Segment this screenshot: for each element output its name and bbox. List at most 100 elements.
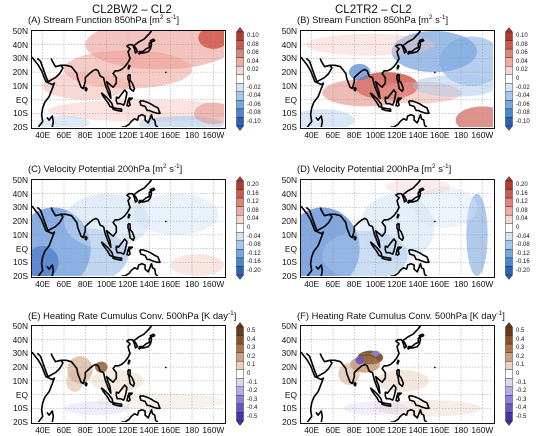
colorbar-tick-label: -0.5 bbox=[516, 413, 527, 420]
panel-unit-bracket: ] bbox=[179, 163, 183, 175]
anomaly-patch bbox=[386, 180, 451, 196]
colorbar-tick-label: 0.02 bbox=[247, 67, 259, 74]
lat-label: EQ bbox=[284, 94, 297, 105]
colorbar-segment bbox=[505, 214, 513, 224]
colorbar-tick-label: 0.4 bbox=[247, 336, 256, 343]
colorbar-tick-label: 0 bbox=[247, 371, 251, 377]
colorbar-segment bbox=[505, 266, 513, 276]
colorbar-segment bbox=[236, 395, 244, 405]
colorbar-d bbox=[505, 176, 514, 280]
lat-label: 20N bbox=[12, 362, 28, 373]
map-canvas bbox=[32, 31, 224, 127]
anomaly-patch bbox=[439, 36, 493, 86]
coastline bbox=[396, 369, 405, 388]
coastline bbox=[406, 333, 425, 350]
panel-title-b: (B) Stream Function 850hPa [m2 s-1] bbox=[297, 14, 448, 25]
panel-unit: m bbox=[155, 163, 163, 175]
coastline bbox=[395, 246, 403, 257]
lon-label: 100E bbox=[96, 130, 117, 140]
coastline bbox=[36, 352, 64, 378]
anomaly-patch bbox=[322, 230, 408, 276]
coastline bbox=[384, 384, 397, 401]
panel-unit: m bbox=[421, 14, 429, 26]
panel-unit-mid: s bbox=[163, 14, 171, 26]
colorbar-tick-label: -0.20 bbox=[516, 267, 530, 274]
colorbar-segment bbox=[236, 189, 244, 199]
panel-title-f: (F) Heating Rate Cumulus Conv. 500hPa [K… bbox=[297, 310, 505, 321]
lon-label: 60E bbox=[325, 425, 341, 435]
panel-unit-bracket: ] bbox=[176, 14, 180, 26]
colorbar-segment bbox=[236, 57, 244, 67]
lat-label: 40N bbox=[281, 188, 297, 199]
lat-label: 10S bbox=[282, 257, 297, 268]
panel-unit-bracket: ] bbox=[233, 310, 237, 322]
colorbar-extend-top bbox=[505, 322, 514, 328]
colorbar-segment bbox=[236, 83, 244, 93]
colorbar-tick-label: 0.08 bbox=[516, 207, 528, 214]
colorbar-segment bbox=[505, 395, 513, 405]
colorbar-tick-label: 0 bbox=[516, 76, 520, 82]
colorbar-tick-label: -0.2 bbox=[247, 388, 258, 395]
coastline bbox=[406, 187, 425, 204]
colorbar-tick-label: -0.3 bbox=[516, 396, 527, 403]
lon-label: 100E bbox=[365, 425, 386, 435]
lon-label: 160W bbox=[471, 425, 494, 435]
colorbar-tick-label: 0.1 bbox=[516, 362, 525, 369]
colorbar-tick-label: -0.04 bbox=[516, 93, 530, 100]
lon-label: 80E bbox=[346, 130, 362, 140]
lat-label: 20S bbox=[282, 271, 297, 281]
lon-label: 80E bbox=[77, 130, 93, 140]
coastline bbox=[329, 326, 422, 394]
coastline bbox=[137, 38, 156, 55]
map-canvas bbox=[32, 180, 224, 276]
coastline bbox=[395, 392, 403, 403]
panel-unit-exponent: 2 bbox=[159, 14, 164, 21]
anomaly-patch bbox=[355, 356, 364, 365]
coastline bbox=[381, 256, 392, 261]
colorbar-tick-label: 0.04 bbox=[516, 58, 528, 65]
panel-title-text: (E) Heating Rate Cumulus Conv. 500hPa [ bbox=[28, 310, 204, 322]
lat-label: 10N bbox=[12, 229, 28, 240]
coastline bbox=[127, 74, 136, 93]
colorbar-tick-label: -0.5 bbox=[247, 413, 258, 420]
colorbar-segment bbox=[236, 386, 244, 396]
colorbar-tick-label: 0.10 bbox=[516, 33, 528, 40]
anomaly-patch bbox=[133, 193, 219, 235]
colorbar-segment bbox=[505, 31, 513, 41]
coastline bbox=[390, 262, 428, 276]
coastline bbox=[433, 220, 436, 223]
colorbar-segment bbox=[505, 40, 513, 50]
colorbar-tick-label: 0.3 bbox=[516, 345, 525, 352]
colorbar-segment bbox=[505, 57, 513, 67]
coastline bbox=[112, 402, 123, 407]
colorbar-tick-label: 0.3 bbox=[247, 345, 256, 352]
lat-label: 10N bbox=[281, 229, 297, 240]
colorbar-tick-label: -0.08 bbox=[516, 110, 530, 117]
colorbar-segment bbox=[505, 240, 513, 250]
colorbar-extend-bottom bbox=[505, 420, 514, 426]
colorbar-segment bbox=[505, 369, 513, 379]
coastline bbox=[46, 115, 55, 127]
lon-label: 60E bbox=[56, 425, 72, 435]
anomaly-patch bbox=[413, 74, 493, 97]
lon-label: 160E bbox=[160, 425, 181, 435]
panel-unit: m bbox=[424, 163, 432, 175]
colorbar-segment bbox=[505, 326, 513, 336]
colorbar-extend-top bbox=[505, 176, 514, 182]
coastline bbox=[115, 384, 128, 401]
colorbar-tick-label: -0.16 bbox=[247, 259, 261, 266]
coastline bbox=[60, 31, 153, 99]
coastline bbox=[32, 351, 56, 422]
lat-label: EQ bbox=[284, 389, 297, 400]
colorbar-tick-label: 0.12 bbox=[247, 199, 259, 206]
colorbar-segment bbox=[236, 223, 244, 233]
panel-unit-bracket: ] bbox=[448, 163, 452, 175]
colorbar-tick-label: 0.5 bbox=[516, 328, 525, 335]
lon-label: 60E bbox=[56, 130, 72, 140]
colorbar-segment bbox=[505, 189, 513, 199]
lat-label: 50N bbox=[12, 175, 28, 185]
lat-label: 20N bbox=[12, 216, 28, 227]
colorbar-tick-label: 0 bbox=[247, 225, 251, 231]
lon-label: 40E bbox=[35, 279, 51, 289]
colorbar-tick-label: 0.16 bbox=[247, 190, 259, 197]
